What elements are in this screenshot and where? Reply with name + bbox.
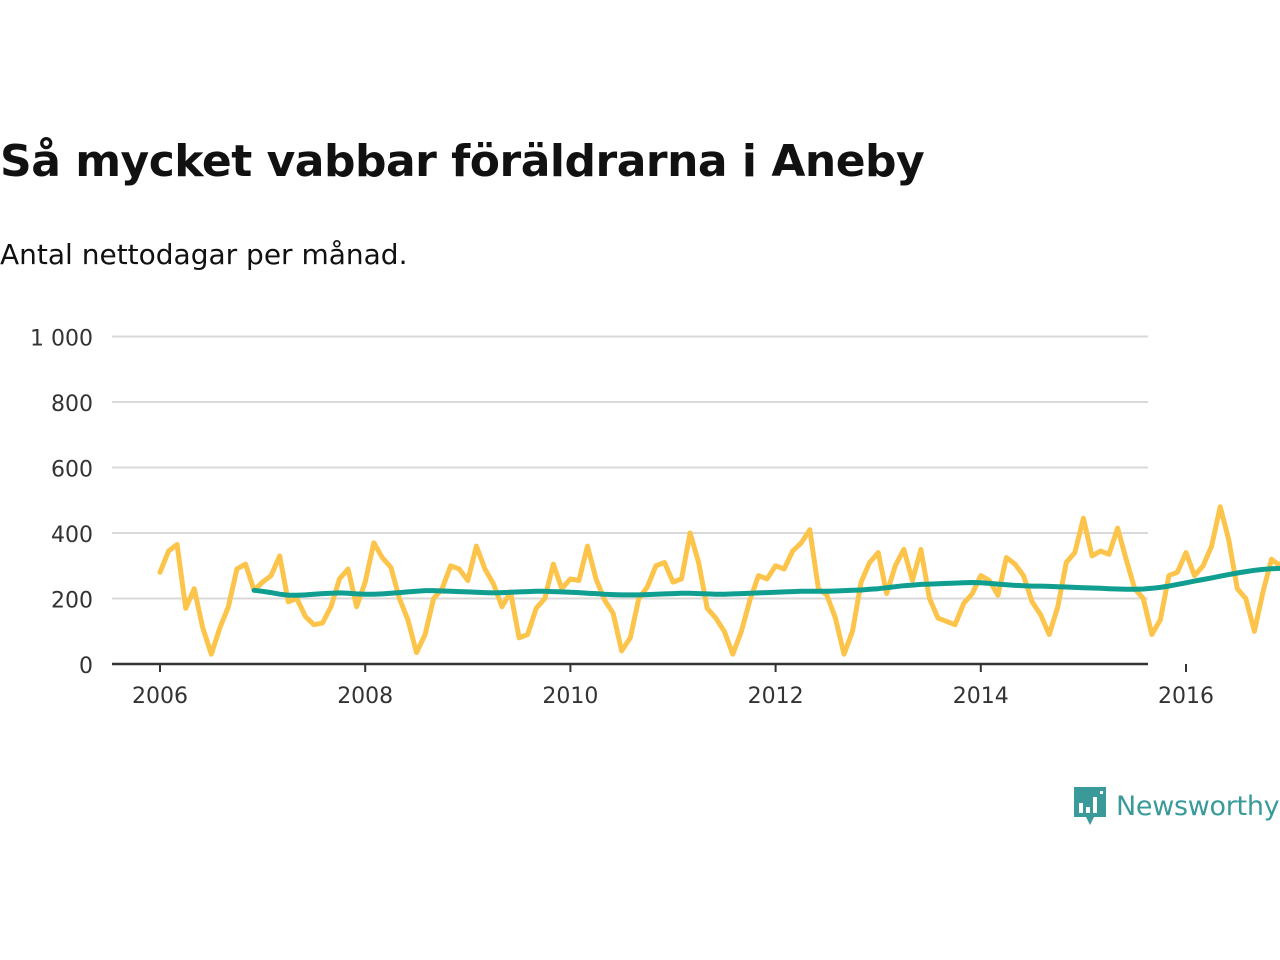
series-line-trend	[251, 565, 1280, 598]
chart-subtitle: Antal nettodagar per månad.	[0, 238, 408, 271]
y-tick-label: 1 000	[30, 327, 93, 352]
x-tick-label: 2014	[953, 684, 1009, 709]
series-line-per-månad	[157, 504, 1280, 657]
newsworthy-logo-icon	[1074, 787, 1106, 825]
brand-logo[interactable]: Newsworthy	[1072, 785, 1280, 827]
x-tick-label: 2008	[337, 684, 393, 709]
grid-lines	[112, 335, 1148, 600]
x-tick-label: 2016	[1158, 684, 1214, 709]
x-axis: 2006200820102012201420162018202020222024	[112, 662, 1214, 709]
line-chart: 0 200 400 600 800 1 000 2006 2008 2010 2012 2014 2…	[30, 327, 1280, 709]
y-tick-label: 600	[51, 458, 93, 483]
chart-title: Så mycket vabbar föräldrarna i Aneby	[0, 136, 925, 187]
y-axis: 0 200 400 600 800 1 000	[30, 327, 93, 680]
brand-name: Newsworthy	[1116, 790, 1280, 822]
y-tick-label: 800	[51, 392, 93, 417]
x-tick-label: 2006	[132, 684, 188, 709]
y-tick-label: 200	[51, 589, 93, 614]
y-tick-label: 400	[51, 523, 93, 548]
series-layer	[157, 504, 1280, 657]
x-tick-label: 2010	[542, 684, 598, 709]
x-tick-label: 2012	[748, 684, 804, 709]
y-tick-label: 0	[79, 654, 93, 679]
